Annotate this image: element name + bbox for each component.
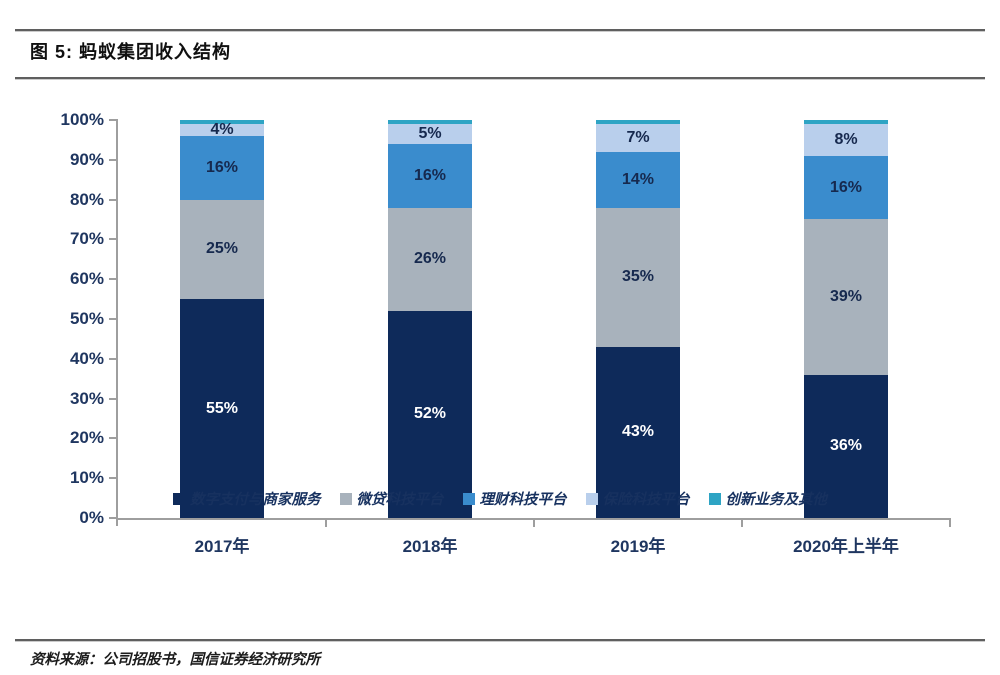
bar-segment-保险科技平台: 7% [596,123,680,152]
bar-segment-创新业务及其他 [596,120,680,124]
bar-segment-理财科技平台: 16% [804,155,888,220]
bar-segment-微贷科技平台: 25% [180,199,264,300]
y-tick [109,477,118,480]
top-rule [15,29,985,31]
figure-title: 图 5: 蚂蚁集团收入结构 [30,42,232,62]
bar-segment-保险科技平台: 5% [388,123,472,144]
bar-2019年: 7% 14% 35% 43% [596,120,680,518]
legend-swatch [708,492,721,505]
segment-label: 25% [205,240,239,258]
x-tick [325,518,327,527]
category-label: 2018年 [402,537,458,556]
segment-label: 8% [834,130,858,148]
y-axis-label: 40% [69,348,104,368]
bar-2020年上半年: 8% 16% 39% 36% [804,120,888,518]
y-axis-label: 80% [69,189,104,209]
bar-2018年: 5% 16% 26% 52% [388,120,472,518]
segment-label: 43% [621,423,655,441]
y-tick [109,357,118,360]
x-tick [949,518,951,527]
segment-label: 16% [829,178,863,196]
y-tick [109,278,118,281]
bar-segment-理财科技平台: 16% [388,143,472,208]
segment-label: 7% [626,128,650,146]
y-tick [109,517,118,519]
bar-segment-数字支付与商家服务: 52% [388,311,472,518]
bottom-rule [15,639,985,641]
legend-label: 微贷科技平台 [356,492,444,508]
source-note: 资料来源：公司招股书，国信证券经济研究所 [30,652,320,668]
category-label: 2017年 [194,537,250,556]
chart-legend: 数字支付与商家服务 微贷科技平台 理财科技平台 保险科技平台 创新业务及其他 [0,488,1000,509]
legend-item-理财科技平台: 理财科技平台 [462,488,567,509]
y-tick [109,318,118,320]
legend-label: 创新业务及其他 [725,492,828,508]
y-axis-label: 50% [69,309,104,328]
bar-segment-数字支付与商家服务: 55% [180,299,264,518]
y-tick [109,437,118,440]
y-tick [109,198,118,201]
legend-swatch [173,492,185,505]
y-tick [109,238,118,241]
y-axis-label: 10% [69,468,104,488]
header-rule [15,77,985,79]
segment-label: 26% [413,250,447,268]
segment-label: 16% [413,166,447,184]
legend-item-微贷科技平台: 微贷科技平台 [339,488,444,509]
bar-segment-理财科技平台: 14% [596,151,680,208]
legend-item-保险科技平台: 保险科技平台 [585,488,690,509]
segment-label: 35% [621,268,655,286]
category-label: 2020年上半年 [793,537,899,556]
legend-item-创新业务及其他: 创新业务及其他 [708,488,828,509]
bar-segment-微贷科技平台: 35% [596,207,680,347]
segment-label: 14% [621,170,655,188]
bar-segment-数字支付与商家服务: 36% [804,374,888,518]
bar-segment-微贷科技平台: 39% [804,219,888,375]
bar-segment-保险科技平台: 8% [804,123,888,156]
legend-swatch [339,492,352,505]
y-tick [109,119,118,121]
y-axis-label: 0% [79,508,104,527]
legend-label: 数字支付与商家服务 [190,492,321,508]
legend-item-数字支付与商家服务: 数字支付与商家服务 [173,488,321,509]
category-label: 2019年 [610,537,666,556]
legend-label: 理财科技平台 [479,492,567,508]
bar-segment-微贷科技平台: 26% [388,207,472,311]
legend-label: 保险科技平台 [602,492,690,508]
bar-segment-数字支付与商家服务: 43% [596,346,680,518]
y-tick [109,158,118,161]
y-axis-label: 20% [69,428,104,448]
segment-label: 36% [829,437,863,455]
bar-segment-创新业务及其他 [388,120,472,124]
bar-2017年: 4% 16% 25% 55% [180,120,264,518]
bar-segment-创新业务及其他 [180,120,264,124]
x-tick [533,518,535,527]
legend-swatch [585,492,598,505]
bar-segment-创新业务及其他 [804,120,888,124]
legend-swatch [462,492,475,505]
segment-label: 4% [210,120,234,138]
segment-label: 52% [413,405,447,423]
segment-label: 55% [205,399,239,417]
y-axis-label: 60% [69,269,104,289]
segment-label: 39% [829,288,863,306]
segment-label: 5% [418,124,442,142]
y-axis-label: 70% [69,229,104,249]
segment-label: 16% [205,158,239,176]
bar-segment-保险科技平台: 4% [180,120,264,138]
y-tick [109,397,118,400]
y-axis-label: 30% [69,388,104,408]
x-tick [741,518,743,527]
bar-segment-理财科技平台: 16% [180,135,264,200]
y-axis [116,120,118,526]
y-axis-label: 90% [69,149,104,169]
stacked-bar-chart: 100% 90% 80% 70% 60% 50% 40% 30% 20% 10% 0% 4% 16% 25… [0,95,1000,565]
y-axis-label: 100% [60,110,104,129]
